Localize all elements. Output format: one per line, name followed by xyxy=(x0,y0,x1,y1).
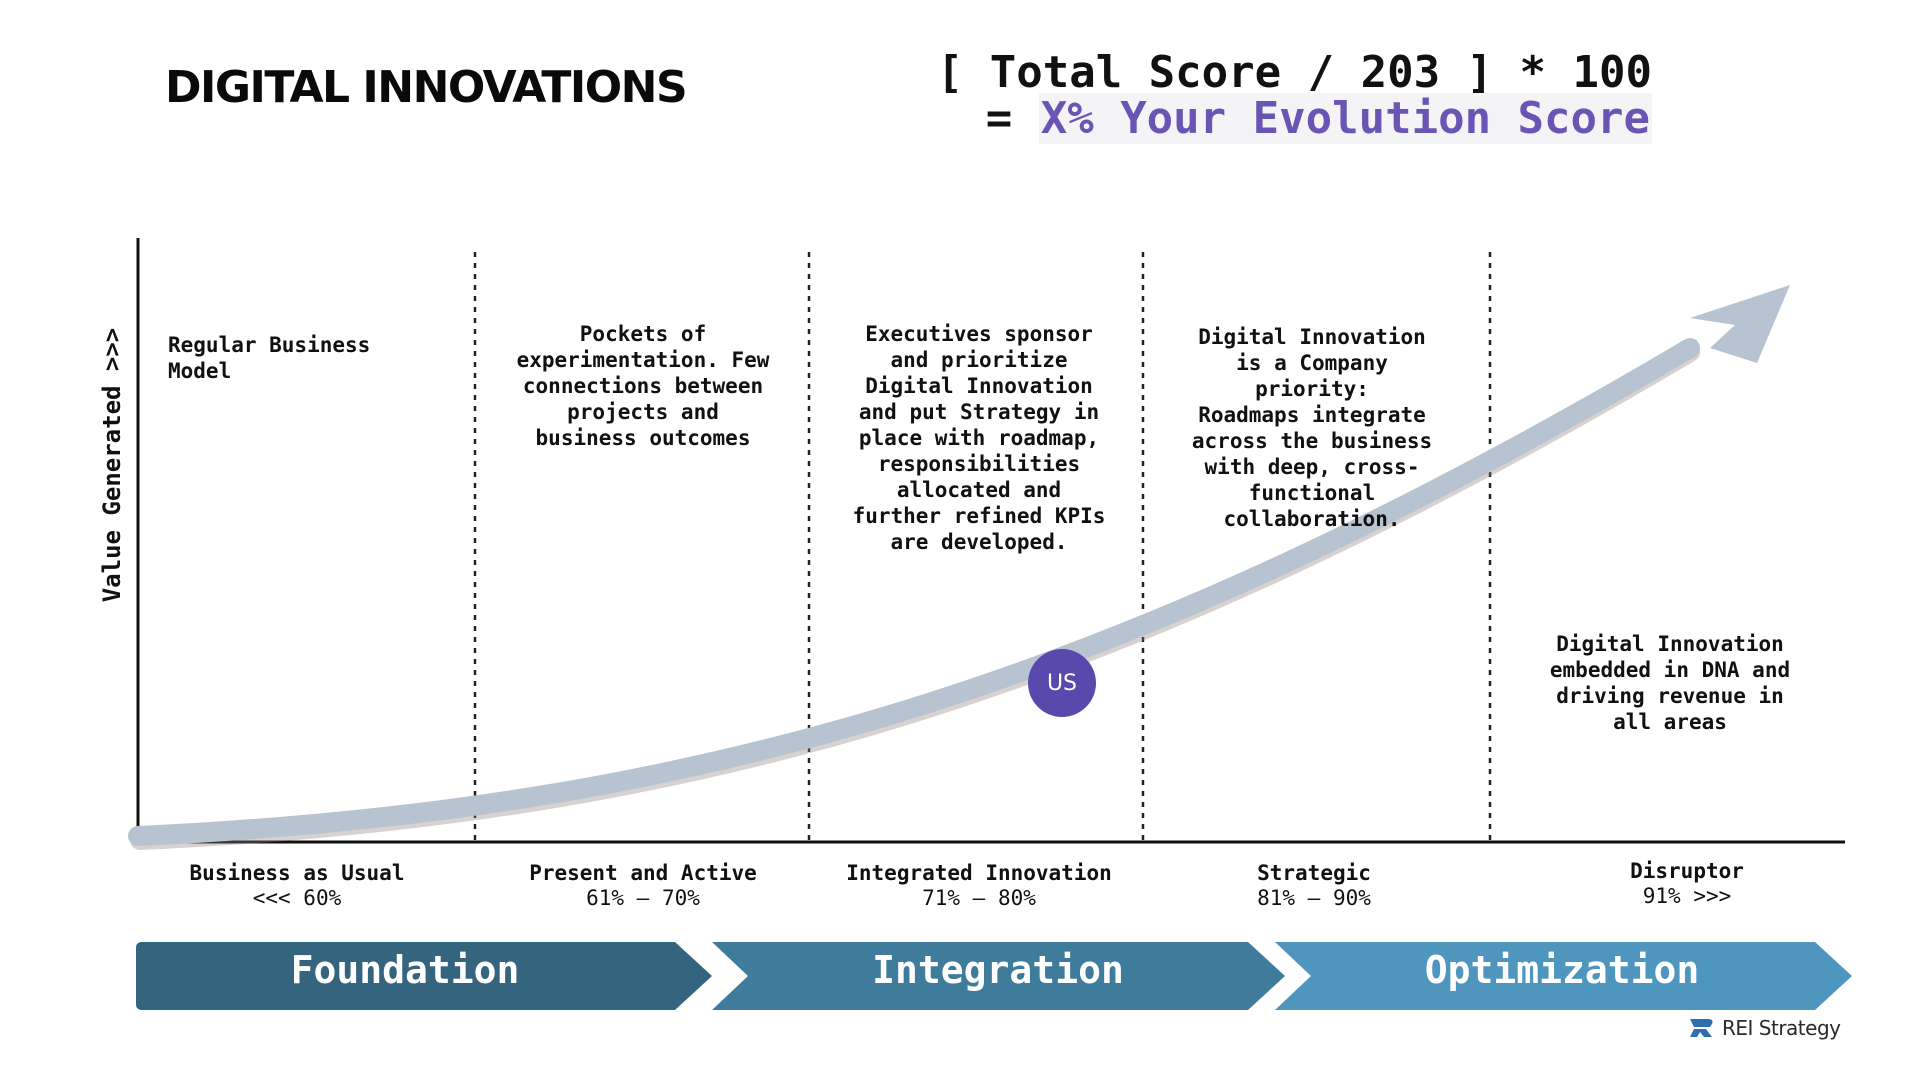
phase-chevron-optimization xyxy=(1275,942,1852,1010)
y-axis-label: Value Generated >>> xyxy=(98,327,126,603)
stage-range: <<< 60% xyxy=(252,886,342,910)
phase-label-optimization: Optimization xyxy=(1424,948,1700,992)
stage-description-5: Digital Innovation embedded in DNA and d… xyxy=(1549,632,1791,734)
stage-name: Business as Usual xyxy=(189,861,405,885)
current-position-marker: US xyxy=(1028,649,1096,717)
stage-label-strategic: Strategic 81% – 90% xyxy=(1257,861,1371,911)
score-formula: [ Total Score / 203 ] * 100 = X% Your Ev… xyxy=(936,47,1652,144)
stage-name: Integrated Innovation xyxy=(846,861,1112,885)
stage-range: 71% – 80% xyxy=(922,886,1036,910)
phase-label-integration: Integration xyxy=(872,948,1124,992)
stage-range: 81% – 90% xyxy=(1257,886,1371,910)
formula-result: = X% Your Evolution Score xyxy=(937,93,1652,144)
stage-range: 61% – 70% xyxy=(586,886,700,910)
stage-description-4: Digital Innovation is a Company priority… xyxy=(1191,325,1433,531)
formula-line: [ Total Score / 203 ] * 100 xyxy=(936,47,1652,98)
stage-label-business-as-usual: Business as Usual <<< 60% xyxy=(190,861,405,911)
stage-name: Disruptor xyxy=(1630,859,1744,883)
stage-description-2: Pockets of experimentation. Few connecti… xyxy=(516,322,770,450)
stage-label-disruptor: Disruptor 91% >>> xyxy=(1630,859,1744,909)
phase-label-foundation: Foundation xyxy=(290,948,520,992)
brand-name: REI Strategy xyxy=(1722,1016,1841,1040)
stage-description-1: Regular Business Model xyxy=(168,333,371,383)
page-title: DIGITAL INNOVATIONS xyxy=(165,62,688,113)
growth-curve xyxy=(128,338,1700,846)
formula-equals: = xyxy=(985,93,1039,144)
brand-logo: REI Strategy xyxy=(1688,1016,1841,1040)
stage-label-integrated-innovation: Integrated Innovation 71% – 80% xyxy=(846,861,1112,911)
stage-range: 91% >>> xyxy=(1642,884,1732,908)
stage-description-3: Executives sponsor and prioritize Digita… xyxy=(852,322,1106,554)
phase-chevron-foundation xyxy=(136,942,712,1010)
stage-name: Present and Active xyxy=(529,861,757,885)
phase-chevron-integration xyxy=(712,942,1285,1010)
rei-logo-icon xyxy=(1690,1019,1713,1037)
evolution-score-text: X% Your Evolution Score xyxy=(1038,93,1652,144)
stage-name: Strategic xyxy=(1257,861,1371,885)
growth-arrowhead xyxy=(1690,285,1790,363)
stage-label-present-and-active: Present and Active 61% – 70% xyxy=(529,861,757,911)
